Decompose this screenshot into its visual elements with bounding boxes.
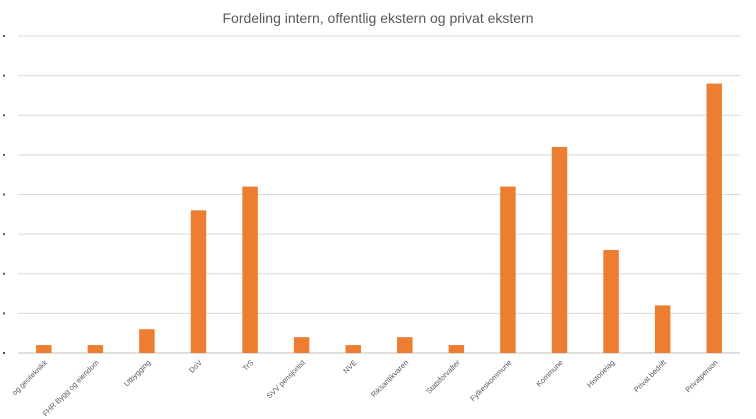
bar-2: [87, 345, 104, 353]
x-tick-label: TrS: [241, 358, 256, 373]
x-tick-label: NVE: [341, 358, 358, 375]
bar-4: [190, 210, 207, 353]
y-tick-mark: [3, 74, 5, 77]
x-tick-label: SVV pensjonist: [265, 357, 308, 400]
y-tick-mark: [3, 233, 5, 236]
y-tick-mark: [3, 312, 5, 315]
x-tick-label: Riksantikvaren: [369, 358, 410, 399]
chart-title: Fordeling intern, offentlig ekstern og p…: [222, 10, 534, 26]
x-tick-label: Privatperson: [683, 358, 719, 394]
gridlines: [18, 35, 740, 354]
x-tick-label: DoV: [187, 358, 204, 375]
bar-12: [603, 249, 619, 353]
x-tick-label: og geoteknikk: [10, 358, 49, 397]
bar-8: [397, 337, 413, 353]
x-tick-label: Kommune: [534, 358, 565, 389]
y-tick-mark: [3, 193, 5, 196]
bar-9: [448, 345, 465, 353]
bar-11: [551, 146, 568, 353]
bar-7: [345, 345, 361, 353]
x-tick-label: Fylkeskommune: [468, 358, 513, 403]
y-tick-mark: [3, 114, 5, 117]
bar-1: [36, 345, 52, 353]
bar-10: [500, 186, 516, 353]
x-tick-label: Utbygging: [122, 358, 152, 388]
y-tick-mark: [3, 352, 5, 354]
y-tick-mark: [3, 272, 5, 275]
y-tick-mark: [3, 153, 5, 156]
y-tick-mark: [3, 35, 5, 37]
bar-6: [293, 337, 310, 353]
bar-series: [36, 83, 722, 354]
bar-5: [242, 186, 258, 353]
bar-14: [706, 83, 722, 354]
x-tick-label: Historielag: [585, 358, 616, 389]
bar-13: [654, 305, 671, 353]
x-tick-label: FHR Bygg og eiendom: [41, 358, 101, 418]
bar-3: [139, 329, 155, 353]
x-tick-label: Statsforvalter: [424, 358, 462, 396]
x-tick-label: Privat bedrift: [632, 357, 669, 394]
y-axis-tick-marks: [3, 35, 5, 354]
